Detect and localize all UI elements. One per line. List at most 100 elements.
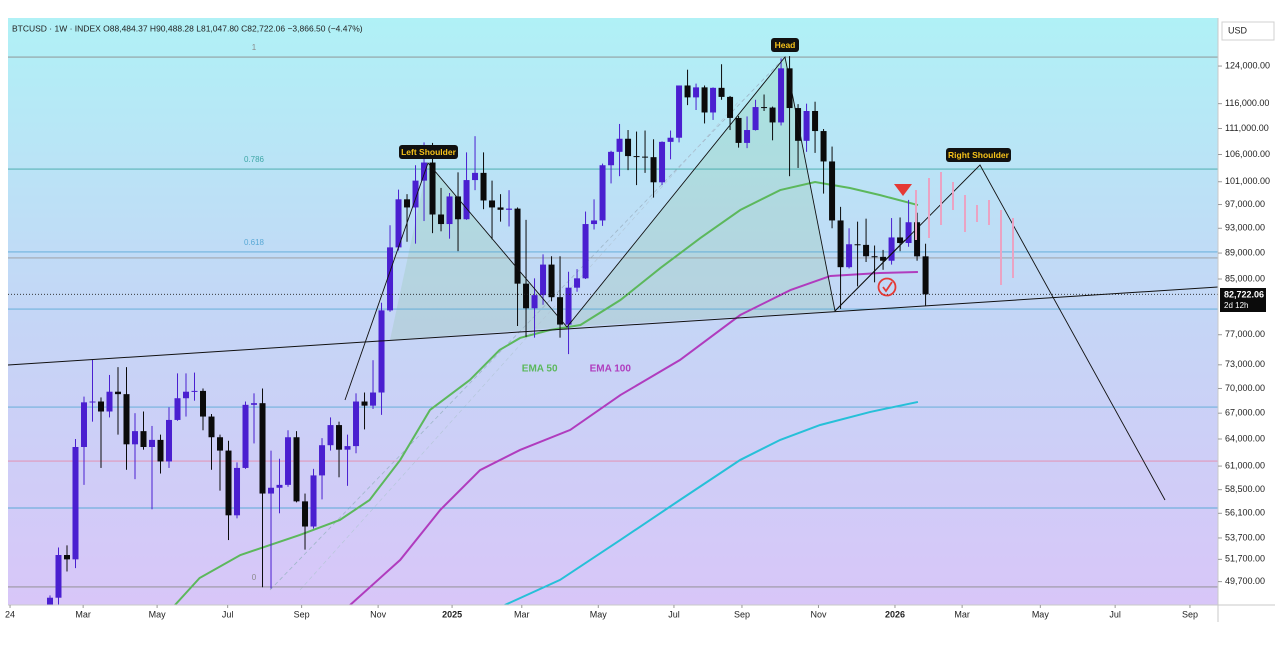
projection-bar bbox=[1000, 210, 1002, 285]
y-tick-label: 89,000.00 bbox=[1225, 247, 1265, 257]
candle-body bbox=[463, 180, 470, 220]
candle-body bbox=[140, 431, 147, 447]
ema-line bbox=[349, 270, 918, 605]
candle-body bbox=[200, 390, 207, 417]
candle-body bbox=[259, 403, 266, 494]
candle-body bbox=[565, 287, 572, 325]
y-tick-label: 64,000.00 bbox=[1225, 433, 1265, 443]
candle-body bbox=[80, 402, 87, 447]
candle-body bbox=[633, 156, 640, 158]
x-tick-label: 2026 bbox=[885, 609, 905, 619]
candle-body bbox=[46, 597, 53, 605]
candle-body bbox=[72, 446, 79, 560]
x-tick-label: May bbox=[149, 609, 167, 619]
candle-body bbox=[319, 445, 326, 476]
x-tick-label: May bbox=[1032, 609, 1050, 619]
candle-body bbox=[285, 437, 292, 485]
candle-body bbox=[506, 208, 513, 210]
currency-box[interactable] bbox=[1221, 21, 1275, 41]
candle-body bbox=[183, 391, 190, 399]
candle-body bbox=[251, 403, 258, 405]
projection-bar bbox=[1012, 218, 1014, 278]
candle-body bbox=[693, 87, 700, 98]
marks-layer: EMA 50 EMA 100 bbox=[8, 56, 1218, 605]
candle-body bbox=[302, 501, 309, 527]
y-tick-label: 97,000.00 bbox=[1225, 199, 1265, 209]
candle-body bbox=[863, 244, 870, 257]
x-tick-label: Sep bbox=[1182, 609, 1198, 619]
ema-label: EMA 50 bbox=[522, 364, 558, 375]
candle-body bbox=[293, 437, 300, 502]
projection-bar bbox=[915, 190, 917, 240]
candle-body bbox=[523, 283, 530, 309]
check-marker bbox=[877, 277, 897, 297]
check-mark bbox=[882, 281, 893, 293]
candle-body bbox=[778, 68, 785, 123]
candle-body bbox=[276, 484, 283, 488]
y-tick-label: 93,000.00 bbox=[1225, 223, 1265, 233]
x-tick-label: Mar bbox=[954, 609, 970, 619]
candle-body bbox=[480, 172, 487, 201]
candle-body bbox=[829, 161, 836, 221]
candle-body bbox=[914, 222, 921, 257]
candle-body bbox=[149, 439, 156, 447]
candle-body bbox=[472, 172, 479, 181]
candle-body bbox=[701, 87, 708, 113]
candle-body bbox=[854, 244, 861, 246]
countdown: 2d 12h bbox=[1224, 301, 1248, 310]
projection-bar bbox=[976, 205, 978, 222]
x-tick-label: Nov bbox=[370, 609, 387, 619]
fib-label: 0.618 bbox=[244, 238, 265, 247]
candle-body bbox=[574, 278, 581, 288]
candle-body bbox=[812, 110, 819, 132]
candle-body bbox=[327, 425, 334, 446]
y-tick-label: 58,500.00 bbox=[1225, 484, 1265, 494]
pattern-shading bbox=[390, 57, 835, 340]
candle-body bbox=[591, 220, 598, 225]
candle-body bbox=[888, 237, 895, 261]
candle-body bbox=[846, 244, 853, 268]
candle-body bbox=[404, 199, 411, 208]
x-tick-label: Jul bbox=[1109, 609, 1121, 619]
candle-body bbox=[837, 220, 844, 268]
x-tick-label: Sep bbox=[294, 609, 310, 619]
candle-body bbox=[905, 222, 912, 244]
candle-body bbox=[208, 416, 215, 438]
annotation-box bbox=[399, 145, 458, 159]
candle-body bbox=[421, 162, 428, 181]
candle-body bbox=[217, 437, 224, 451]
candle-body bbox=[582, 224, 589, 279]
candle-body bbox=[63, 555, 70, 560]
y-tick-label: 116,000.00 bbox=[1225, 98, 1269, 108]
y-tick-label: 53,700.00 bbox=[1225, 532, 1265, 542]
candle-body bbox=[106, 391, 113, 412]
projection-bar bbox=[964, 195, 966, 232]
candle-body bbox=[752, 107, 759, 131]
candle-body bbox=[336, 425, 343, 450]
plot-background bbox=[8, 18, 1218, 605]
candle-body bbox=[710, 87, 717, 113]
candle-body bbox=[166, 419, 173, 462]
candle-body bbox=[242, 404, 249, 468]
annotation: Head bbox=[775, 40, 796, 50]
candle-body bbox=[361, 401, 368, 406]
candle-body bbox=[353, 401, 360, 447]
candle-body bbox=[557, 297, 564, 325]
y-tick-label: 111,000.00 bbox=[1225, 123, 1269, 133]
candle-body bbox=[718, 87, 725, 97]
y-tick-label: 67,000.00 bbox=[1225, 408, 1265, 418]
fib-label: 0 bbox=[252, 573, 257, 582]
candle-body bbox=[659, 141, 666, 183]
candle-body bbox=[268, 487, 275, 494]
candle-body bbox=[531, 295, 538, 309]
y-tick-label: 56,100.00 bbox=[1225, 508, 1265, 518]
y-tick-label: 106,000.00 bbox=[1225, 149, 1270, 159]
candle-body bbox=[761, 107, 768, 109]
candle-body bbox=[157, 439, 164, 462]
candle-body bbox=[132, 431, 139, 445]
x-tick-label: 2025 bbox=[442, 609, 462, 619]
currency: USD bbox=[1228, 25, 1248, 35]
candle-body bbox=[446, 196, 453, 225]
candle-body bbox=[616, 138, 623, 152]
head-shoulders-line bbox=[344, 55, 1166, 501]
